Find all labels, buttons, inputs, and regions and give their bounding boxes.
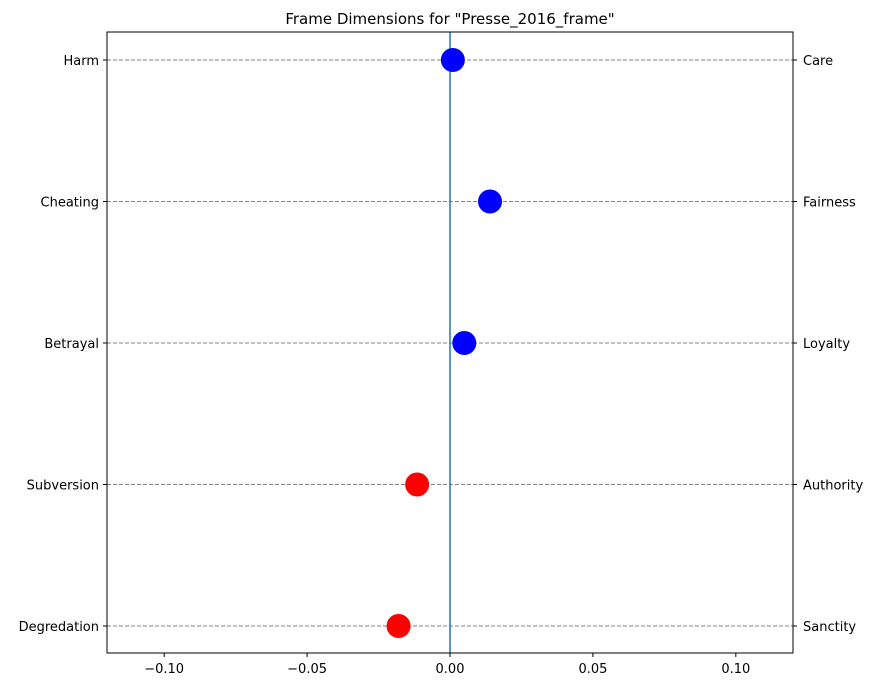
left-category-label: Subversion [27,479,99,494]
data-point [452,331,477,355]
x-tick-label: −0.10 [144,662,184,677]
left-category-label: Cheating [41,196,99,211]
data-points [386,48,503,638]
axis-ticks: Harm Care Cheating Fairness Betrayal Loyalty S… [19,54,864,677]
right-category-label: Sanctity [803,620,856,635]
x-tick-label: −0.05 [287,662,327,677]
data-point [386,614,411,638]
x-tick-label: 0.10 [721,662,750,677]
data-point [440,48,465,72]
left-category-label: Degredation [19,620,99,635]
right-category-label: Care [803,54,833,69]
left-category-label: Betrayal [44,337,99,352]
chart-title: Frame Dimensions for "Presse_2016_frame" [285,10,614,29]
x-tick-label: 0.05 [578,662,607,677]
right-category-label: Fairness [803,196,856,211]
left-category-label: Harm [63,54,99,69]
data-point [405,472,430,497]
data-point [478,189,503,214]
x-tick-label: 0.00 [436,662,465,677]
right-category-label: Authority [803,479,863,494]
right-category-label: Loyalty [803,337,850,352]
